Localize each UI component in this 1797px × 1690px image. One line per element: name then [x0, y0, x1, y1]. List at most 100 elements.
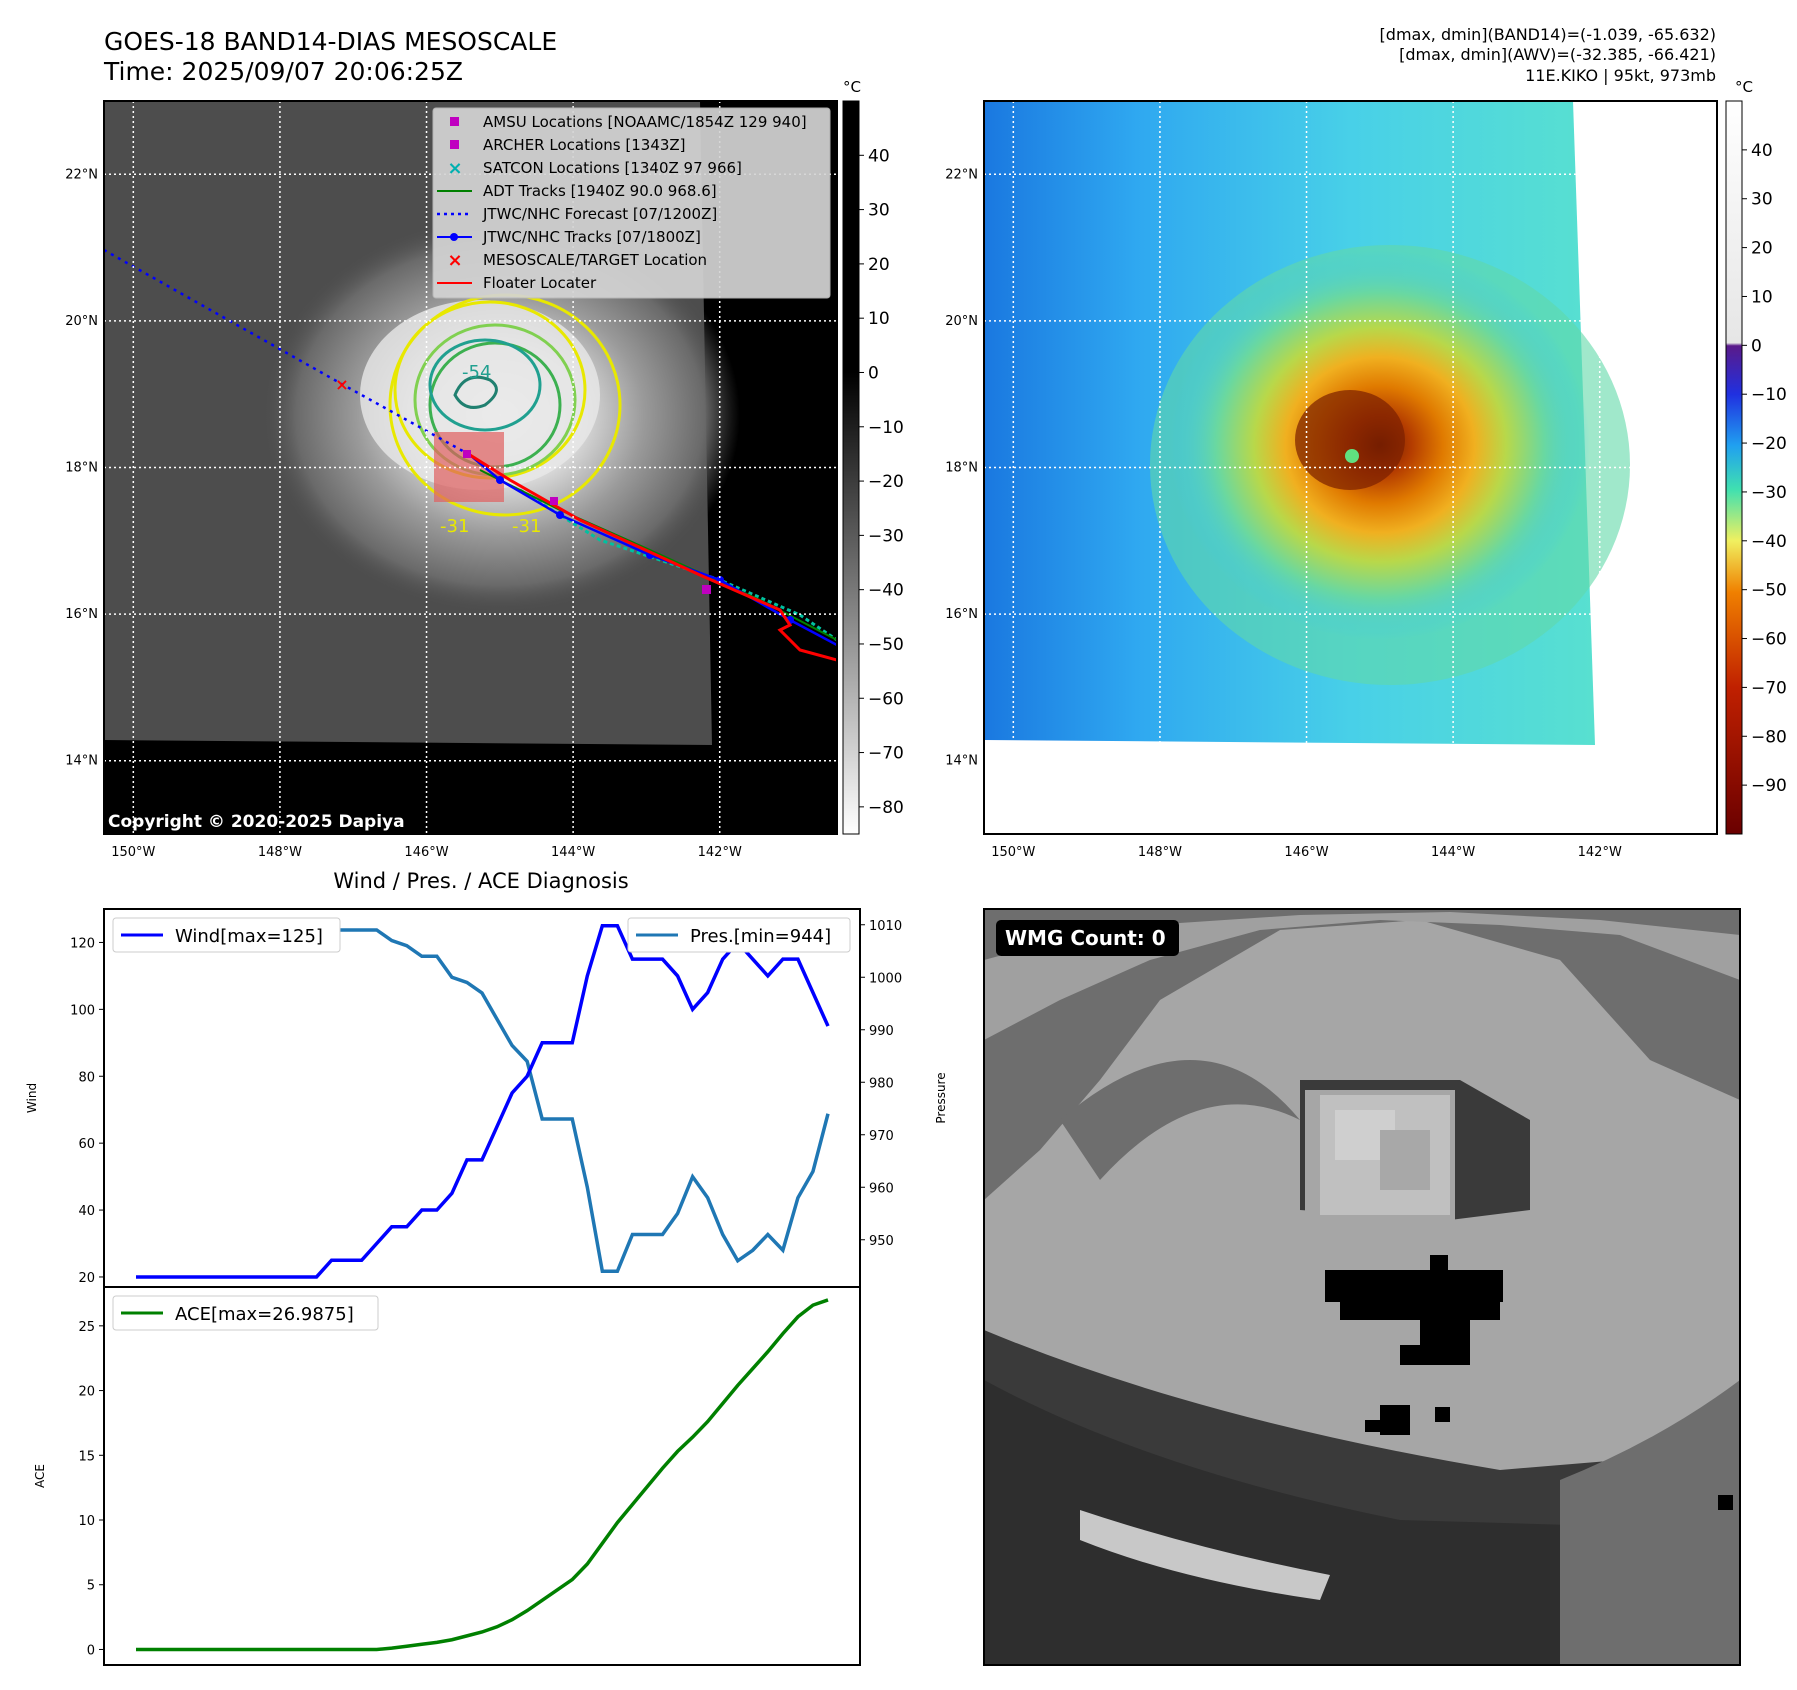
col-lon-tick-label: 142°W: [1578, 845, 1622, 860]
colorbar-tick-label: −70: [868, 744, 904, 764]
legend-dot-icon: [450, 233, 458, 241]
colorbar-tick-label: −10: [1751, 385, 1787, 405]
legend-entry: AMSU Locations [NOAAMC/1854Z 129 940]: [450, 113, 807, 131]
legend-entry: × SATCON Locations [1340Z 97 966]: [447, 158, 741, 179]
ir-lat-tick-label: 14°N: [65, 754, 98, 769]
ace-tick-label: 20: [78, 1385, 95, 1400]
contour-label-54: -54: [462, 362, 491, 383]
colorbar-tick-label: −40: [868, 581, 904, 601]
color-map-panel: [983, 100, 1718, 835]
ace-tick-label: 15: [78, 1449, 95, 1464]
contour-label-31a: -31: [440, 516, 469, 537]
colorbar-tick-label: 20: [1751, 239, 1773, 259]
col-lon-tick-label: 144°W: [1431, 845, 1475, 860]
figure-time: Time: 2025/09/07 20:06:25Z: [103, 57, 463, 86]
legend-entry: ARCHER Locations [1343Z]: [450, 136, 686, 154]
colorbar-tick-label: −40: [1751, 532, 1787, 552]
pressure-tick-label: 970: [869, 1129, 894, 1144]
legend-square-icon: [450, 117, 459, 126]
pressure-legend-label: Pres.[min=944]: [690, 926, 831, 947]
color-gridlines: [984, 101, 1717, 834]
col-lon-tick-label: 146°W: [1284, 845, 1328, 860]
ir-lat-tick-label: 20°N: [65, 314, 98, 329]
colorbar-tick-label: −80: [868, 798, 904, 818]
legend-label: ADT Tracks [1940Z 90.0 968.6]: [483, 182, 717, 200]
info-storm: 11E.KIKO | 95kt, 973mb: [1525, 66, 1716, 85]
wind-axis-label: Wind: [25, 1083, 39, 1113]
wmg-panel: WMG Count: 0: [983, 908, 1741, 1666]
contour-label-31b: -31: [512, 516, 541, 537]
colorbar-tick-label: 10: [868, 309, 890, 329]
info-band14: [dmax, dmin](BAND14)=(-1.039, -65.632): [1380, 25, 1716, 44]
colorbar-tick-label: −60: [868, 689, 904, 709]
col-lon-tick-label: 150°W: [991, 845, 1035, 860]
legend-label: MESOSCALE/TARGET Location: [483, 251, 707, 269]
ace-axis-label: ACE: [33, 1464, 47, 1488]
ir-lon-tick-label: 144°W: [551, 845, 595, 860]
legend-x-icon: ×: [447, 158, 462, 179]
colorbar-tick-label: 40: [1751, 141, 1773, 161]
pressure-axis-label: Pressure: [934, 1072, 948, 1123]
colorbar-tick-label: 40: [868, 146, 890, 166]
gray-colorbar-unit: °C: [843, 78, 861, 96]
ir-lon-tick-label: 146°W: [404, 845, 448, 860]
legend-entry: ADT Tracks [1940Z 90.0 968.6]: [437, 182, 717, 200]
wind-tick-label: 40: [78, 1204, 95, 1219]
colorbar-tick-label: −50: [1751, 581, 1787, 601]
ir-map-panel: × -54 -31 -31 Copyright © 2020-2025 Dapi…: [103, 100, 838, 835]
col-lat-tick-label: 16°N: [945, 607, 978, 622]
pressure-tick-label: 960: [869, 1181, 894, 1196]
colorbar-tick-label: 30: [1751, 190, 1773, 210]
wind-tick-label: 100: [70, 1003, 95, 1018]
wind-tick-label: 20: [78, 1271, 95, 1286]
legend-label: Floater Locater: [483, 274, 597, 292]
pressure-tick-label: 1000: [869, 971, 902, 986]
ace-legend: ACE[max=26.9875]: [112, 1295, 379, 1331]
pressure-tick-label: 950: [869, 1234, 894, 1249]
color-eye: [1345, 449, 1359, 463]
colorbar-tick-label: −90: [1751, 776, 1787, 796]
amsu-marker: [702, 585, 711, 594]
colorbar-tick-label: −80: [1751, 727, 1787, 747]
legend-label: JTWC/NHC Forecast [07/1200Z]: [482, 205, 717, 223]
wmg-count-label: WMG Count: 0: [1005, 926, 1166, 950]
colorbar-tick-label: −20: [1751, 434, 1787, 454]
copyright: Copyright © 2020-2025 Dapiya: [108, 812, 405, 832]
legend-label: ARCHER Locations [1343Z]: [483, 136, 686, 154]
pressure-tick-label: 1010: [869, 919, 902, 934]
wmg-black-blob: [1325, 1270, 1503, 1302]
legend-label: JTWC/NHC Tracks [07/1800Z]: [482, 228, 701, 246]
legend-entry: JTWC/NHC Tracks [07/1800Z]: [437, 228, 701, 246]
ir-lon-tick-label: 150°W: [111, 845, 155, 860]
colorbar-tick-label: −60: [1751, 630, 1787, 650]
colorbar-tick-label: −30: [868, 526, 904, 546]
wind-tick-label: 120: [70, 936, 95, 951]
col-lat-tick-label: 14°N: [945, 754, 978, 769]
colorbar-tick-label: −50: [868, 635, 904, 655]
colorbar-tick-label: −10: [868, 418, 904, 438]
ir-lat-tick-label: 18°N: [65, 461, 98, 476]
color-colorbar-unit: °C: [1735, 78, 1753, 96]
wind-legend-label: Wind[max=125]: [175, 926, 323, 947]
figure-title: GOES-18 BAND14-DIAS MESOSCALE: [104, 27, 557, 56]
ace-legend-label: ACE[max=26.9875]: [175, 1304, 354, 1325]
legend-entry: Floater Locater: [437, 274, 597, 292]
col-lon-tick-label: 148°W: [1138, 845, 1182, 860]
col-lat-tick-label: 18°N: [945, 461, 978, 476]
ace-tick-label: 5: [87, 1579, 95, 1594]
color-colorbar: °C 40 30 20 10 0 −10 −20 −30 −40 −50 −60 −70 −80 −90: [1725, 78, 1787, 835]
ace-chart: 0 5 10 15 20 25 ACE ACE[max=26.9875]: [33, 1286, 861, 1666]
wind-tick-label: 80: [78, 1070, 95, 1085]
legend-label: SATCON Locations [1340Z 97 966]: [483, 159, 742, 177]
wind-line: [136, 923, 830, 1279]
colorbar-tick-label: 20: [868, 255, 890, 275]
info-awv: [dmax, dmin](AWV)=(-32.385, -66.421): [1399, 45, 1716, 64]
mesoscale-target-marker: ×: [335, 375, 348, 394]
colorbar-tick-label: −20: [868, 472, 904, 492]
wind-pressure-chart: 20 40 60 80 100 120 950 960 970 980 990 1000 1010 Wi…: [25, 908, 948, 1288]
ir-lon-tick-label: 148°W: [258, 845, 302, 860]
ace-tick-label: 0: [87, 1643, 95, 1658]
legend-x-icon: ×: [447, 250, 462, 271]
floater-track: [469, 453, 837, 662]
